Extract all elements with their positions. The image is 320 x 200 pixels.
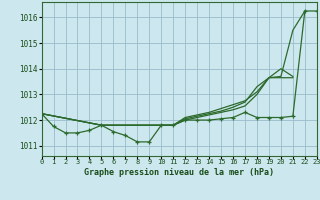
- X-axis label: Graphe pression niveau de la mer (hPa): Graphe pression niveau de la mer (hPa): [84, 168, 274, 177]
